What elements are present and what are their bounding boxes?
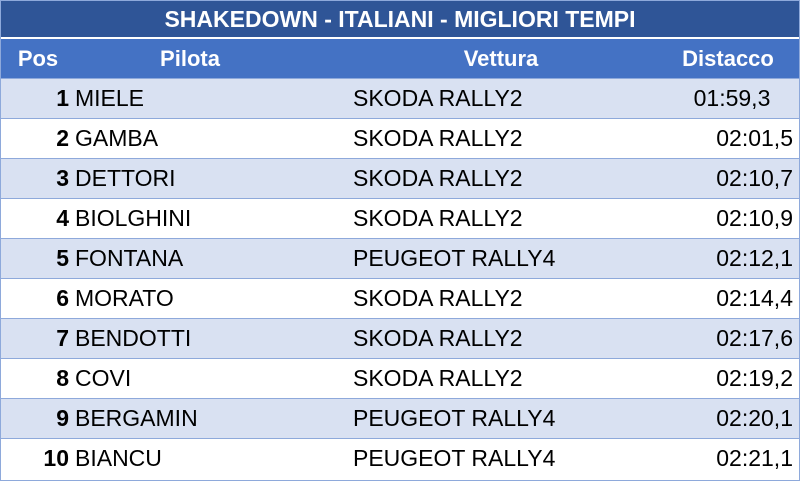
cell-pos: 6 [56,285,69,311]
cell-vettura: PEUGEOT RALLY4 [353,445,556,471]
cell-distacco: 02:19,2 [716,365,793,391]
cell-pos: 9 [56,405,69,431]
cell-vettura: SKODA RALLY2 [353,285,523,311]
cell-pilota: BIOLGHINI [75,205,192,231]
cell-pilota: BERGAMIN [75,405,198,431]
cell-distacco: 02:20,1 [716,405,793,431]
cell-vettura: SKODA RALLY2 [353,85,523,111]
table-row: 1 MIELE SKODA RALLY2 01:59,3 [1,78,799,118]
header-vettura: Vettura [463,45,539,71]
cell-pos: 7 [56,325,69,351]
cell-vettura: PEUGEOT RALLY4 [353,405,556,431]
table-title: SHAKEDOWN - ITALIANI - MIGLIORI TEMPI [1,1,799,39]
cell-pos: 8 [56,365,69,391]
cell-pos: 5 [56,245,69,271]
table-row: 9 BERGAMIN PEUGEOT RALLY4 02:20,1 [1,398,799,438]
cell-pos: 1 [56,85,69,111]
table-row: 10 BIANCU PEUGEOT RALLY4 02:21,1 [1,438,799,478]
cell-vettura: SKODA RALLY2 [353,165,523,191]
cell-pilota: GAMBA [75,125,159,151]
header-pos: Pos [17,45,59,71]
cell-distacco: 02:01,5 [716,125,793,151]
table-row: 4 BIOLGHINI SKODA RALLY2 02:10,9 [1,198,799,238]
cell-distacco: 02:10,9 [716,205,793,231]
cell-pilota: BIANCU [75,445,162,471]
cell-pos: 3 [56,165,69,191]
cell-pilota: COVI [75,365,132,391]
table-row: 8 COVI SKODA RALLY2 02:19,2 [1,358,799,398]
table-row: 7 BENDOTTI SKODA RALLY2 02:17,6 [1,318,799,358]
header-pilota: Pilota [160,45,220,71]
header-distacco: Distacco [682,45,774,71]
cell-pilota: MORATO [75,285,174,311]
cell-vettura: SKODA RALLY2 [353,205,523,231]
table-row: 2 GAMBA SKODA RALLY2 02:01,5 [1,118,799,158]
cell-pilota: FONTANA [75,245,184,271]
cell-pos: 10 [43,445,69,471]
cell-vettura: SKODA RALLY2 [353,125,523,151]
cell-distacco: 02:14,4 [716,285,793,311]
cell-vettura: SKODA RALLY2 [353,365,523,391]
cell-pilota: BENDOTTI [75,325,192,351]
cell-distacco: 01:59,3 [693,85,771,111]
table-row: 6 MORATO SKODA RALLY2 02:14,4 [1,278,799,318]
cell-pilota: DETTORI [75,165,176,191]
cell-pos: 2 [56,125,69,151]
cell-distacco: 02:10,7 [716,165,793,191]
table-row: 3 DETTORI SKODA RALLY2 02:10,7 [1,158,799,198]
cell-distacco: 02:12,1 [716,245,793,271]
cell-distacco: 02:17,6 [716,325,793,351]
cell-vettura: PEUGEOT RALLY4 [353,245,556,271]
header-row: Pos Pilota Vettura Distacco [1,39,799,78]
cell-vettura: SKODA RALLY2 [353,325,523,351]
cell-pos: 4 [56,205,69,231]
cell-pilota: MIELE [75,85,145,111]
table-row: 5 FONTANA PEUGEOT RALLY4 02:12,1 [1,238,799,278]
cell-distacco: 02:21,1 [716,445,793,471]
